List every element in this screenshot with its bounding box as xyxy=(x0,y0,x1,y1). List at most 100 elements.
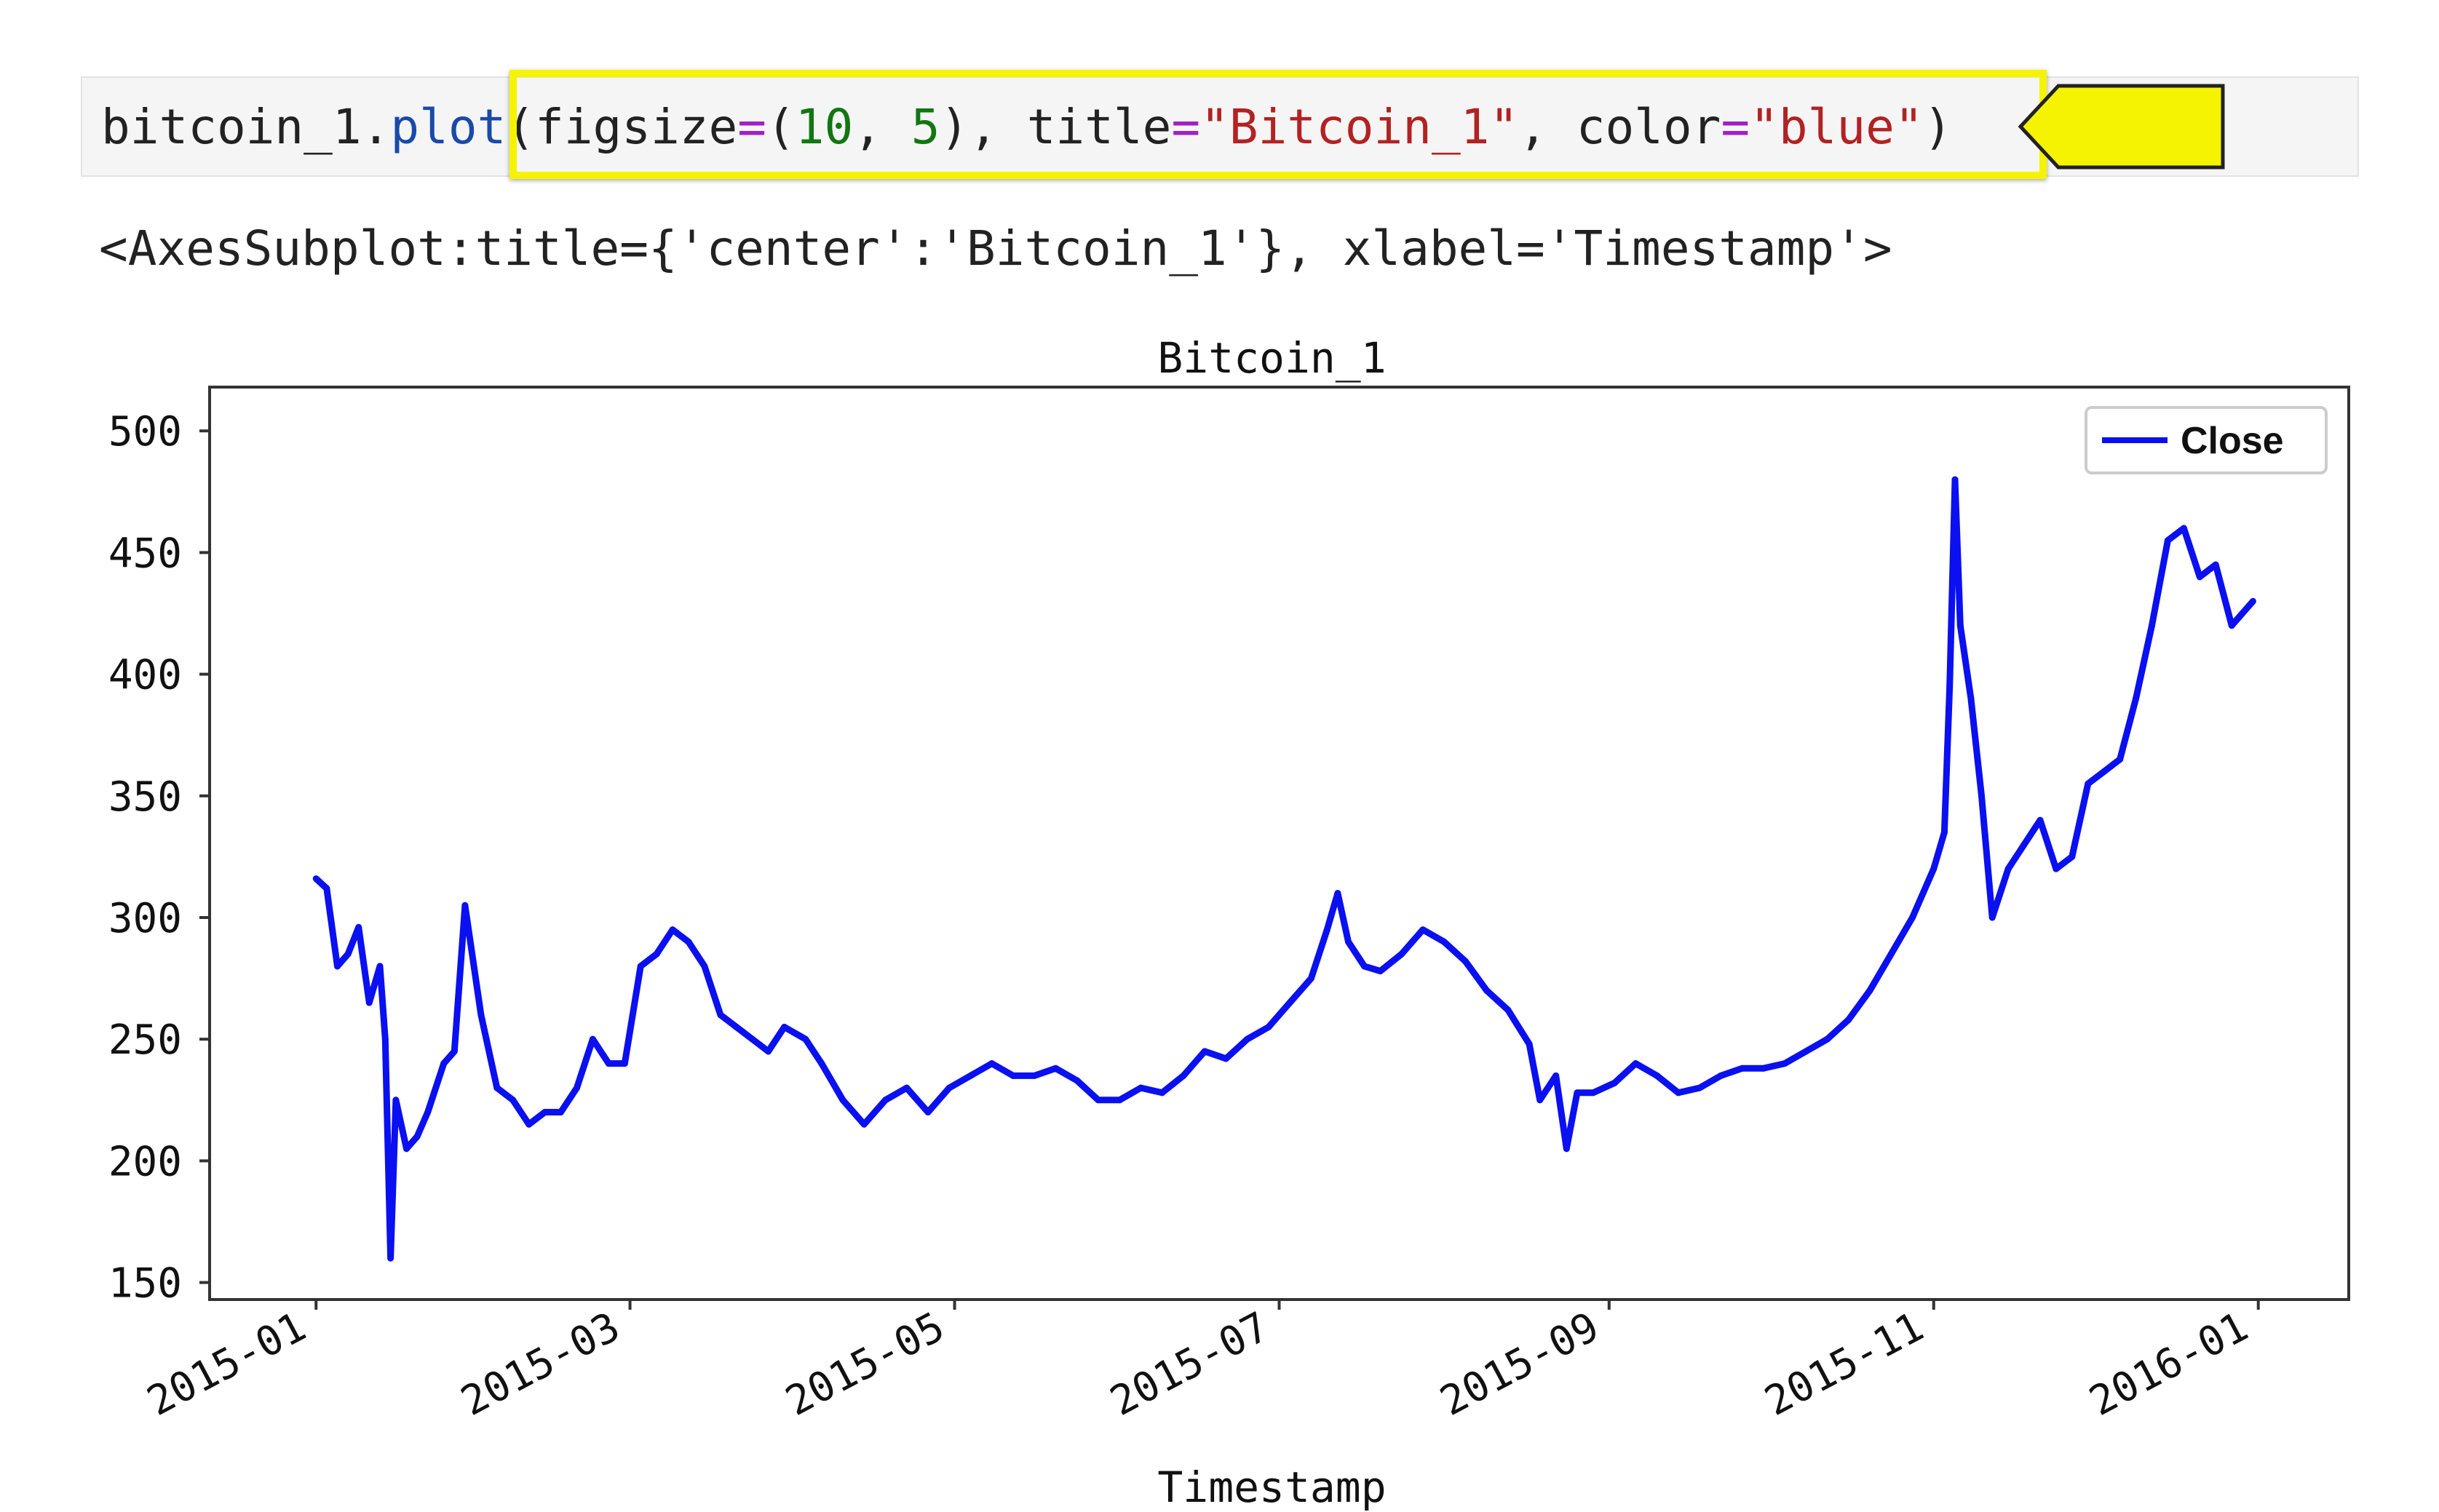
series-line-close xyxy=(314,476,2256,1262)
data-point xyxy=(451,1048,458,1055)
data-point xyxy=(717,1011,724,1019)
code-cell[interactable]: bitcoin_1.plot(figsize=(10, 5), title="B… xyxy=(81,76,2359,177)
data-point xyxy=(1930,865,1938,872)
data-point xyxy=(2212,561,2219,568)
data-point xyxy=(2117,756,2124,763)
data-point xyxy=(1760,1065,1767,1072)
data-point xyxy=(2164,537,2171,544)
data-point xyxy=(1095,1097,1102,1104)
code-kw-title: title xyxy=(1026,99,1172,155)
data-point xyxy=(2085,780,2092,787)
data-point xyxy=(818,1060,825,1067)
data-point xyxy=(381,1035,389,1043)
data-point xyxy=(1361,963,1368,970)
data-point xyxy=(2228,622,2235,629)
data-point xyxy=(1265,1024,1272,1030)
data-point xyxy=(1781,1060,1788,1067)
code-line: bitcoin_1.plot(figsize=(10, 5), title="B… xyxy=(101,97,1952,158)
y-tick-label-250: 250 xyxy=(108,1016,182,1064)
data-point xyxy=(1946,683,1954,690)
data-point xyxy=(376,963,384,970)
data-point xyxy=(1244,1035,1251,1043)
code-num-height: 5 xyxy=(911,99,940,155)
data-point xyxy=(1866,987,1873,994)
x-tick-label-2015-09: 2015-09 xyxy=(1432,1303,1606,1425)
data-point xyxy=(701,963,708,970)
code-eq-figsize: = xyxy=(737,99,766,155)
line-chart: Bitcoin_1 150 200 250 300 350 400 450 500 2015-01… xyxy=(108,333,2350,1512)
x-tick-label-2016-01: 2016-01 xyxy=(2082,1303,2256,1425)
data-point xyxy=(1376,968,1384,975)
code-num-width: 10 xyxy=(795,99,854,155)
code-eq-color: = xyxy=(1721,99,1750,155)
code-tuple-open: ( xyxy=(766,99,796,155)
data-point xyxy=(1563,1145,1570,1153)
data-point xyxy=(2004,865,2012,872)
data-point xyxy=(589,1035,596,1043)
code-dot: . xyxy=(361,99,391,155)
legend-label-close: Close xyxy=(2181,420,2284,462)
data-point xyxy=(424,1109,432,1115)
data-point xyxy=(365,999,373,1006)
data-point xyxy=(1307,975,1314,982)
data-point xyxy=(1696,1084,1703,1091)
y-tick-label-200: 200 xyxy=(108,1138,182,1185)
data-point xyxy=(2180,525,2187,532)
data-point xyxy=(1504,1006,1512,1014)
x-tick-label-2015-05: 2015-05 xyxy=(778,1303,952,1425)
data-point xyxy=(1345,938,1352,945)
data-point xyxy=(2249,597,2256,605)
data-point xyxy=(802,1035,809,1043)
data-point xyxy=(1334,890,1341,897)
code-eq-title: = xyxy=(1171,99,1201,155)
x-axis-label: Timestamp xyxy=(1157,1463,1386,1512)
data-point xyxy=(1222,1055,1229,1062)
data-point xyxy=(2069,853,2076,860)
data-point xyxy=(882,1097,889,1104)
data-point xyxy=(477,1011,485,1019)
y-tick-label-450: 450 xyxy=(108,530,182,577)
data-point xyxy=(493,1084,501,1091)
code-object: bitcoin_1 xyxy=(101,99,362,155)
x-tick-label-2015-07: 2015-07 xyxy=(1103,1303,1277,1425)
data-point xyxy=(1286,999,1293,1006)
data-point xyxy=(669,926,676,934)
data-point xyxy=(312,875,320,882)
data-point xyxy=(558,1109,564,1115)
y-tick-label-350: 350 xyxy=(108,773,182,821)
data-point xyxy=(1398,950,1405,958)
y-tick-label-300: 300 xyxy=(108,895,182,942)
legend-box xyxy=(2085,406,2328,474)
data-point xyxy=(1940,829,1948,836)
data-point xyxy=(2196,573,2203,581)
output-repr: <AxesSubplot:title={'center':'Bitcoin_1'… xyxy=(99,220,1892,276)
data-point xyxy=(621,1060,628,1067)
data-point xyxy=(1824,1035,1831,1043)
code-comma-1: , xyxy=(853,99,911,155)
data-point xyxy=(988,1060,996,1067)
data-point xyxy=(1536,1097,1544,1104)
data-point xyxy=(1180,1072,1187,1079)
data-point xyxy=(1887,950,1895,958)
pointer-arrow-icon xyxy=(2018,84,2225,170)
data-point xyxy=(1988,914,1996,921)
code-method: plot xyxy=(390,99,507,155)
data-point xyxy=(1845,1016,1852,1023)
data-point xyxy=(2149,622,2155,629)
data-point xyxy=(1137,1084,1144,1091)
data-point xyxy=(1717,1072,1724,1079)
data-point xyxy=(1419,926,1427,934)
code-kw-color: color xyxy=(1576,99,1721,155)
data-point xyxy=(1552,1072,1560,1079)
y-tick-label-150: 150 xyxy=(108,1260,182,1308)
data-point xyxy=(1483,987,1491,994)
code-kw-figsize: figsize xyxy=(535,99,738,155)
data-point xyxy=(1074,1077,1081,1084)
data-point xyxy=(903,1084,911,1091)
data-point xyxy=(1611,1079,1618,1086)
data-point xyxy=(1675,1089,1682,1097)
code-close-paren: ) xyxy=(1923,99,1953,155)
data-point xyxy=(526,1121,533,1128)
data-point xyxy=(1802,1048,1809,1055)
data-point xyxy=(945,1084,953,1091)
